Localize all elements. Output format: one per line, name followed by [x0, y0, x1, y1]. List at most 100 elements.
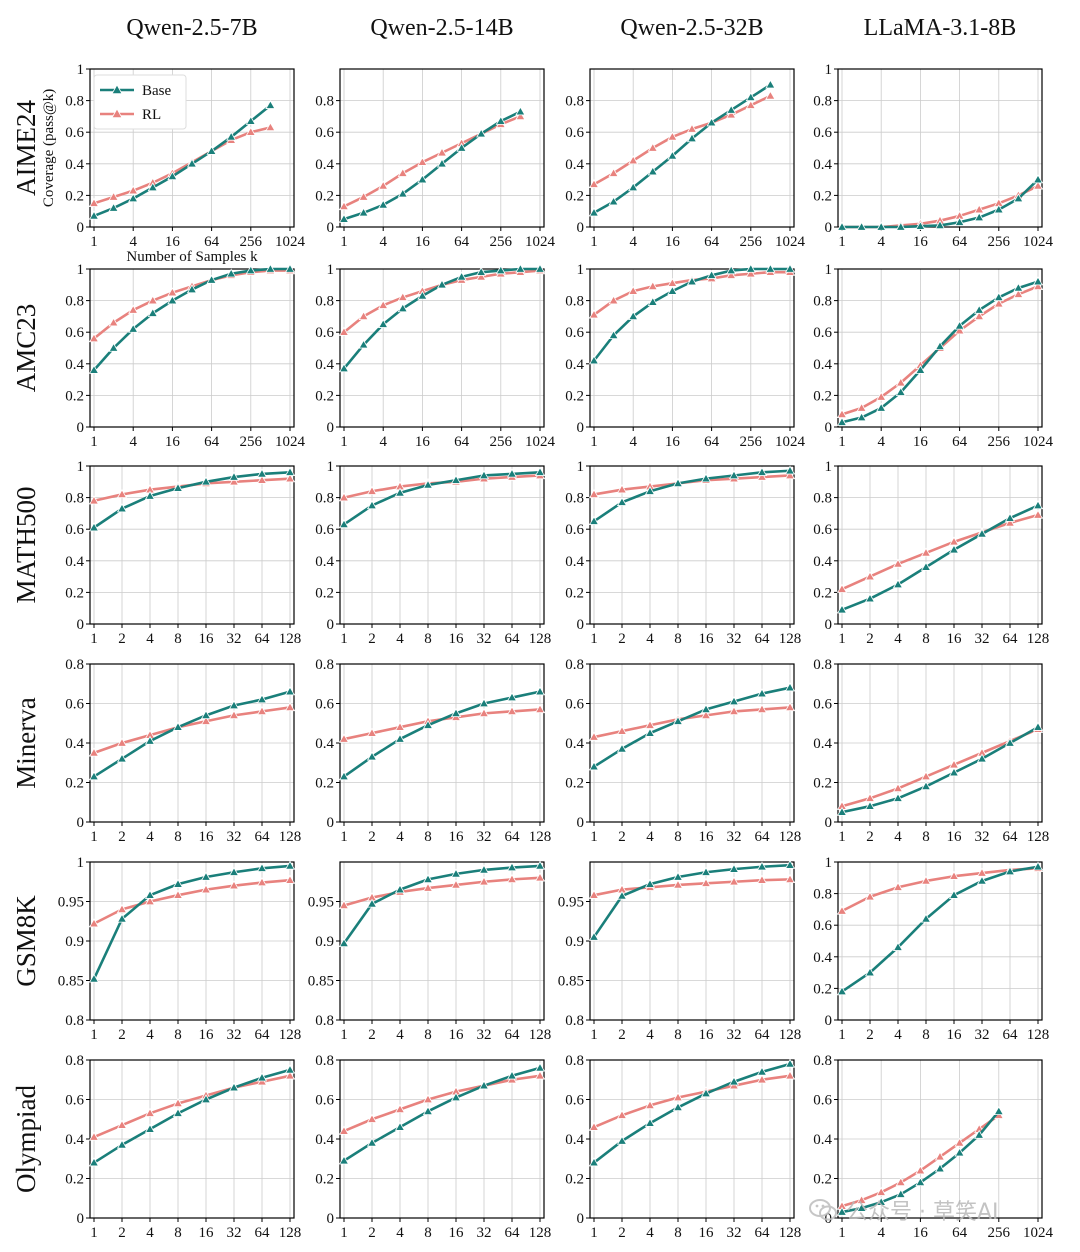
x-tick-label: 16 [947, 829, 963, 845]
data-point-base [915, 1177, 926, 1187]
y-tick-label: 0.6 [65, 1093, 84, 1109]
axes-frame [837, 268, 1043, 428]
legend-rl-label: RL [142, 107, 161, 123]
data-point-base [456, 271, 467, 281]
data-point-rl [672, 879, 684, 889]
data-point-base [993, 292, 1004, 302]
x-tick-label: 4 [146, 1225, 154, 1241]
data-point-base [186, 158, 198, 168]
data-point-base [993, 204, 1004, 214]
x-tick-label: 64 [755, 1027, 771, 1043]
subplot-amc23-qwen-2-5-32b: 0 0.2 0.4 0.6 0.8 1 1 4 16 64 256 1024 [565, 262, 805, 450]
x-tick-label: 1 [90, 829, 98, 845]
data-point-base [338, 363, 350, 373]
data-point-rl [534, 704, 546, 714]
data-point-base [934, 1163, 946, 1173]
y-tick-label: 1 [327, 459, 335, 475]
data-point-base [495, 115, 506, 125]
data-point-base [394, 487, 406, 497]
x-tick-label: 4 [877, 434, 885, 450]
y-tick-label: 0.6 [813, 1093, 832, 1109]
data-point-base [728, 696, 740, 706]
y-tick-label: 0.4 [565, 736, 584, 752]
y-tick-label: 0.4 [813, 554, 832, 570]
data-point-base [147, 182, 158, 192]
data-point-rl [1004, 517, 1016, 527]
data-point-base [200, 871, 212, 881]
y-tick-label: 0.85 [308, 974, 334, 990]
data-point-base [856, 1202, 867, 1212]
data-point-rl [506, 706, 518, 716]
data-point-base [895, 221, 906, 231]
x-tick-label: 1 [340, 434, 348, 450]
data-point-rl [836, 905, 848, 915]
data-point-base [672, 478, 684, 488]
data-point-rl [116, 489, 128, 499]
x-tick-label: 64 [1003, 631, 1019, 647]
data-point-base [147, 307, 158, 317]
x-tick-label: 32 [727, 1027, 742, 1043]
subplot-math500-llama-3-1-8b: 0 0.2 0.4 0.6 0.8 1 1 2 4 8 16 32 64 128 [813, 459, 1049, 647]
x-tick-label: 4 [629, 234, 637, 250]
data-point-base [700, 473, 712, 483]
data-point-rl [726, 270, 737, 279]
axes-frame [89, 268, 295, 428]
x-tick-label: 2 [118, 631, 126, 647]
x-tick-label: 16 [199, 631, 215, 647]
subplot-minerva-qwen-2-5-32b: 0 0.2 0.4 0.6 0.8 1 2 4 8 16 32 64 128 [565, 657, 801, 845]
x-tick-label: 128 [529, 829, 552, 845]
data-point-rl [920, 547, 932, 557]
x-tick-label: 16 [449, 631, 465, 647]
data-point-base [644, 486, 656, 495]
y-tick-label: 0.4 [315, 357, 334, 373]
data-point-base [616, 1135, 628, 1145]
y-tick-label: 0.85 [58, 974, 84, 990]
y-tick-label: 0.4 [65, 357, 84, 373]
data-point-base [478, 1080, 490, 1090]
x-tick-label: 1 [90, 434, 98, 450]
x-tick-label: 128 [779, 1027, 802, 1043]
series-line-base [343, 690, 541, 778]
series-line-rl [93, 878, 291, 925]
x-tick-label: 8 [424, 1225, 432, 1241]
data-point-rl [366, 486, 378, 495]
x-tick-label: 128 [779, 631, 802, 647]
x-tick-label: 4 [129, 234, 137, 250]
series-line-rl [93, 1074, 291, 1139]
subplot-amc23-qwen-2-5-7b: 0 0.2 0.4 0.6 0.8 1 1 4 16 64 256 1024 [65, 262, 305, 450]
data-point-base [256, 1072, 268, 1082]
x-tick-label: 1 [590, 1225, 598, 1241]
x-tick-label: 1024 [275, 234, 306, 250]
axes-frame [837, 861, 1043, 1021]
data-point-rl [644, 1100, 656, 1110]
data-point-base [422, 719, 434, 729]
x-tick-label: 8 [922, 829, 930, 845]
data-point-base [284, 1064, 296, 1074]
subplot-math500-qwen-2-5-14b: 0 0.2 0.4 0.6 0.8 1 1 2 4 8 16 32 64 128 [315, 459, 551, 647]
data-point-base [628, 182, 639, 192]
y-tick-label: 0.2 [565, 1172, 584, 1188]
data-point-rl [366, 727, 378, 737]
data-point-base [338, 519, 350, 529]
x-tick-label: 2 [118, 1027, 126, 1043]
y-tick-label: 0.8 [65, 1053, 84, 1069]
data-point-base [915, 220, 926, 230]
y-tick-label: 0 [77, 420, 85, 436]
y-tick-label: 0.2 [565, 585, 584, 601]
y-tick-label: 0.6 [565, 522, 584, 538]
y-tick-label: 0.4 [813, 157, 832, 173]
x-tick-label: 64 [505, 829, 521, 845]
data-point-rl [974, 311, 985, 321]
x-tick-label: 8 [174, 1027, 182, 1043]
y-tick-label: 0.2 [65, 585, 84, 601]
y-tick-label: 0 [77, 1211, 85, 1227]
x-tick-label: 32 [477, 631, 492, 647]
data-point-rl [506, 874, 518, 884]
data-point-base [397, 303, 408, 313]
y-tick-label: 0.4 [65, 554, 84, 570]
y-tick-label: 0 [577, 420, 585, 436]
x-tick-label: 8 [424, 1027, 432, 1043]
x-tick-label: 16 [449, 1027, 465, 1043]
y-tick-label: 1 [77, 459, 85, 475]
data-point-rl [876, 391, 887, 401]
